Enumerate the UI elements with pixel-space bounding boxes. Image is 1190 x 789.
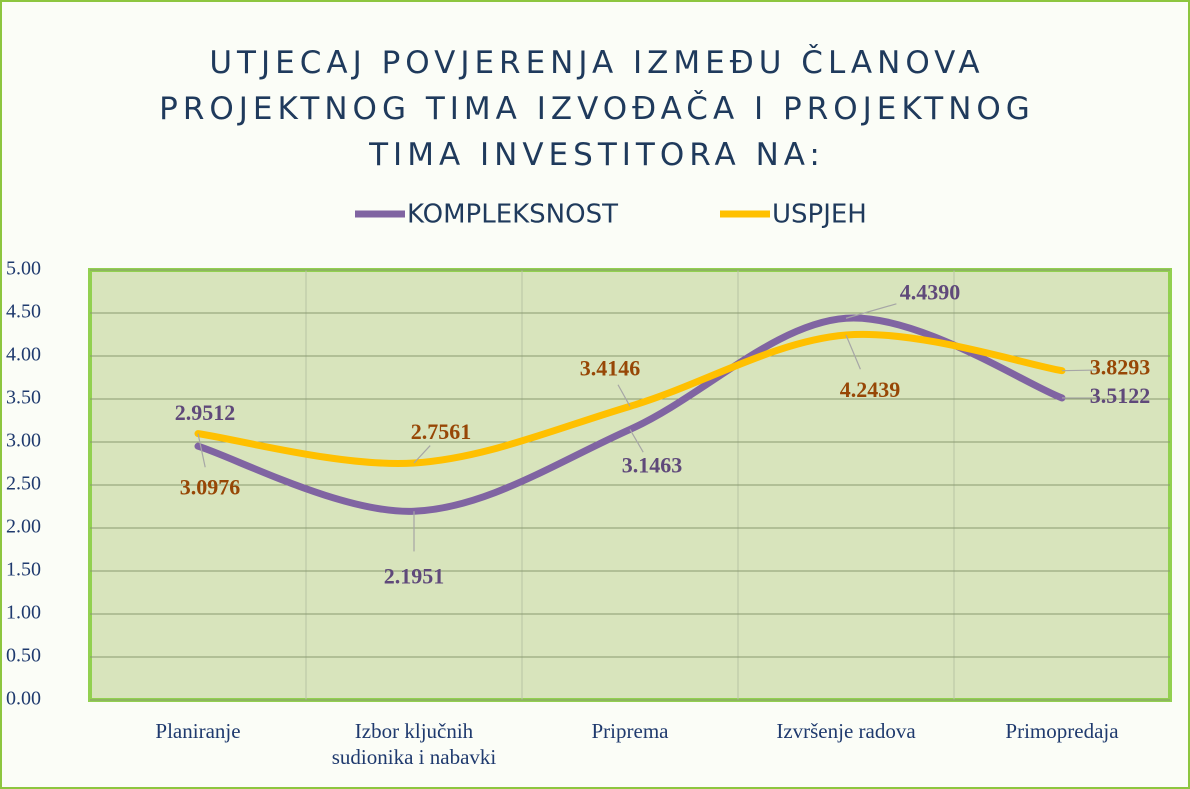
y-tick-label: 3.00 [6,430,41,452]
leader-line [1061,369,1097,372]
leader-line [197,433,206,468]
y-tick-label: 2.50 [6,473,41,495]
data-label: 2.7561 [411,419,472,444]
data-label: 3.8293 [1090,355,1151,380]
series-line [194,314,1066,515]
data-label: 3.1463 [622,452,683,477]
y-tick-label: 3.50 [6,387,41,409]
leader-line [845,334,861,370]
y-tick-label: 4.50 [6,301,41,323]
x-tick-label: Izbor ključnih sudionika i nabavki [331,719,497,769]
y-tick-label: 4.00 [6,344,41,366]
x-tick-label: Planiranje [155,719,241,743]
data-label: 3.4146 [580,355,641,380]
leader-line [845,303,897,319]
y-tick-label: 0.50 [6,645,41,667]
leader-line [617,384,631,407]
leader-line [413,445,431,464]
data-label: 4.4390 [900,279,961,304]
y-tick-label: 0.00 [6,688,41,710]
x-tick-label: Izvršenje radova [776,719,916,743]
legend-label: USPJEH [772,200,867,230]
chart-title: UTJECAJ POVJERENJA IZMEĐU ČLANOVA PROJEK… [159,45,1035,173]
data-label: 3.5122 [1090,383,1151,408]
data-label: 2.1951 [384,563,445,588]
x-tick-label: Priprema [591,719,669,743]
data-label: 3.0976 [180,475,241,500]
y-tick-label: 2.00 [6,516,41,538]
y-tick-label: 1.00 [6,602,41,624]
y-tick-label: 5.00 [6,258,41,280]
leader-line [629,429,644,453]
x-tick-label: Primopredaja [1005,719,1119,743]
legend-label: KOMPLEKSNOST [407,200,618,230]
y-tick-label: 1.50 [6,559,41,581]
data-label: 2.9512 [175,400,236,425]
data-label: 4.2439 [840,377,901,402]
